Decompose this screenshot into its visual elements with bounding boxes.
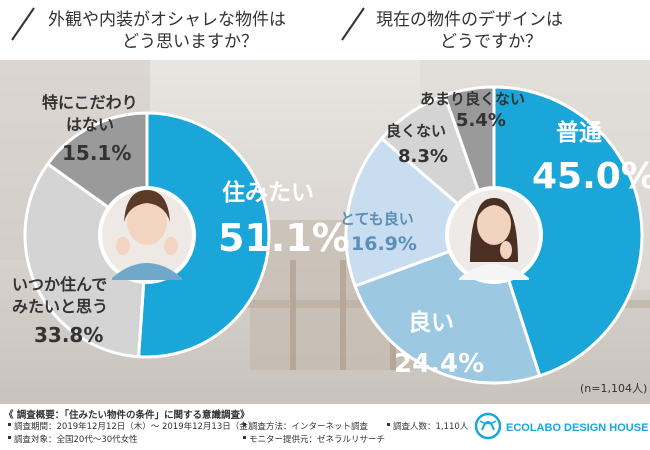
chart-left-title-line2: どう思いますか？	[122, 32, 258, 52]
pie-left-slice-0	[136, 111, 271, 359]
footer-survey-title: 《 調査概要：「住みたい物件の条件」に関する意識調査》	[4, 409, 250, 421]
slice-label-amari: あまり良くない	[420, 90, 525, 108]
pie-chart-right	[344, 85, 644, 385]
ecolabo-logo-icon	[474, 412, 502, 440]
slice-label-totemo: とても良い	[340, 210, 414, 228]
slice-label-kodawari-line1: 特にこだわり	[42, 93, 138, 112]
title-slash-left	[11, 7, 35, 41]
chart-right-title: 現在の物件のデザインは どうですか？	[376, 9, 568, 52]
chart-left-title: 外観や内装がオシャレな物件は どう思いますか？	[48, 10, 291, 52]
header-band	[0, 0, 650, 60]
slice-value-amari: 5.4%	[456, 110, 506, 131]
footer-item-period: 調査期間：2019年12月12日（木）～ 2019年12月13日（金）	[14, 421, 256, 432]
portrait-right	[445, 186, 543, 284]
pie-left-slice-1	[23, 161, 149, 359]
footer-bullet-4	[8, 436, 11, 439]
slice-label-itsuka-line1: いつか住んで	[12, 275, 107, 294]
slice-label-kodawari-line2: はない	[66, 115, 114, 134]
chart-right-title-line2: どうですか？	[440, 32, 542, 52]
footer-item-count: 調査人数：1,110人	[393, 421, 469, 432]
slice-value-futsuu: 45.0%	[532, 156, 650, 197]
sample-size-note: (n=1,104人)	[580, 382, 647, 395]
slice-value-sumitai: 51.1%	[218, 216, 350, 260]
footer-item-target: 調査対象：全国20代～30代女性	[14, 434, 138, 445]
footer-logo-text: ECOLABO DESIGN HOUSE	[506, 422, 648, 434]
slice-label-yoi: 良い	[408, 309, 454, 336]
footer-bullet-2	[243, 423, 246, 426]
pie-right-slice-2	[344, 136, 497, 288]
pie-right-slice-0	[492, 85, 644, 378]
footer-bullet-1	[8, 423, 11, 426]
title-slash-right	[341, 7, 365, 41]
chart-right-title-line1: 現在の物件のデザインは	[376, 9, 563, 30]
slice-value-kodawari: 15.1%	[62, 141, 131, 165]
slice-label-kodawari: 特にこだわり はない	[42, 93, 143, 134]
slice-value-totemo: 16.9%	[351, 233, 417, 255]
slice-label-yokunai: 良くない	[386, 122, 446, 140]
slice-value-yokunai: 8.3%	[398, 146, 448, 167]
slice-label-futsuu: 普通	[556, 119, 602, 146]
slice-label-itsuka: いつか住んで みたいと思う	[12, 275, 113, 316]
pie-chart-left	[23, 111, 271, 359]
slice-label-itsuka-line2: みたいと思う	[12, 297, 108, 316]
footer-band	[0, 404, 650, 450]
portrait-left	[98, 186, 196, 284]
chart-left-title-line1: 外観や内装がオシャレな物件は	[48, 10, 286, 30]
footer-bullet-5	[243, 436, 246, 439]
slice-value-itsuka: 33.8%	[34, 323, 103, 347]
footer-item-method: 調査方法：インターネット調査	[249, 421, 369, 432]
slice-value-yoi: 24.4%	[394, 349, 484, 379]
footer-bullet-3	[387, 423, 390, 426]
footer-item-provider: モニター提供元：ゼネラルリサーチ	[249, 434, 385, 445]
slice-label-sumitai: 住みたい	[222, 179, 314, 206]
